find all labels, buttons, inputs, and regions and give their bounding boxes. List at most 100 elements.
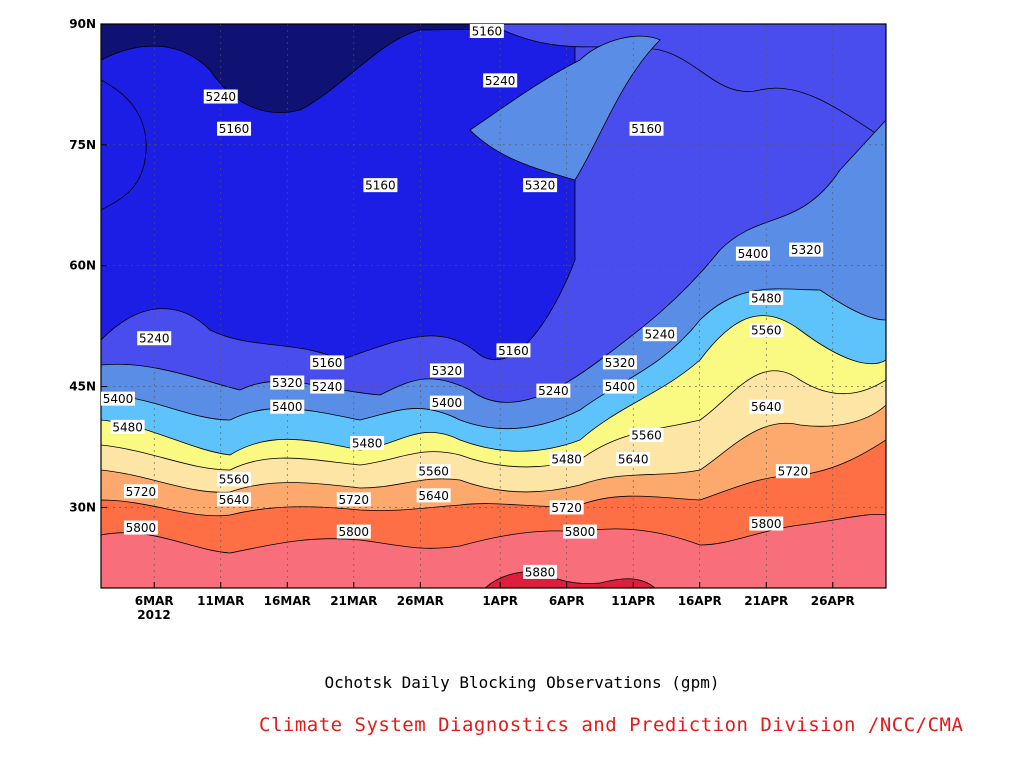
contour-label: 5320 bbox=[602, 355, 637, 370]
y-tick-label: 75N bbox=[69, 138, 96, 152]
x-tick-label: 11MAR bbox=[197, 594, 244, 608]
contour-label-text: 5320 bbox=[605, 356, 636, 370]
contour-label: 5320 bbox=[270, 375, 305, 390]
contour-label-text: 5560 bbox=[418, 465, 449, 479]
x-tick-label: 6APR bbox=[549, 594, 585, 608]
band-5800-5880 bbox=[101, 514, 886, 588]
contour-label: 5720 bbox=[336, 492, 371, 507]
contour-label-text: 5160 bbox=[365, 179, 396, 193]
contour-label-text: 5560 bbox=[631, 428, 662, 442]
x-tick-label: 26APR bbox=[811, 594, 855, 608]
x-tick-label: 6MAR bbox=[135, 594, 174, 608]
contour-label-text: 5160 bbox=[312, 356, 343, 370]
band-5160-5240-west bbox=[101, 79, 147, 211]
contour-label: 5720 bbox=[549, 500, 584, 515]
y-axis: 90N 75N 60N 45N 30N bbox=[69, 17, 107, 514]
contour-label-text: 5240 bbox=[205, 90, 236, 104]
contour-label: 5640 bbox=[217, 492, 252, 507]
contour-label-text: 5480 bbox=[751, 291, 782, 305]
y-tick-label: 45N bbox=[69, 380, 96, 394]
contour-label-text: 5560 bbox=[751, 324, 782, 338]
x-tick-label: 21APR bbox=[744, 594, 788, 608]
x-tick-label: 21MAR bbox=[330, 594, 377, 608]
contour-label: 5160 bbox=[469, 24, 504, 39]
contour-label-text: 5400 bbox=[738, 247, 769, 261]
contour-label: 5160 bbox=[310, 355, 345, 370]
contour-label-text: 5560 bbox=[219, 473, 250, 487]
credit-line: Climate System Diagnostics and Predictio… bbox=[259, 714, 964, 736]
contour-label-text: 5320 bbox=[525, 179, 556, 193]
contour-label: 5240 bbox=[642, 327, 677, 342]
contour-label-text: 5400 bbox=[103, 392, 134, 406]
contour-label: 5400 bbox=[101, 391, 135, 406]
contour-label-text: 5480 bbox=[551, 453, 582, 467]
contour-label-text: 5160 bbox=[219, 122, 250, 136]
contour-label-text: 5800 bbox=[751, 517, 782, 531]
contour-label-text: 5800 bbox=[126, 521, 157, 535]
y-tick-label: 30N bbox=[69, 500, 96, 514]
contour-label-text: 5400 bbox=[272, 400, 303, 414]
contour-label: 5560 bbox=[416, 464, 451, 479]
contour-label: 5240 bbox=[483, 73, 518, 88]
contour-label-text: 5400 bbox=[432, 396, 463, 410]
contour-label-text: 5720 bbox=[778, 465, 809, 479]
contour-label: 5480 bbox=[749, 290, 784, 305]
contour-label: 5560 bbox=[217, 472, 252, 487]
contour-label-text: 5240 bbox=[139, 332, 170, 346]
contour-label-text: 5240 bbox=[485, 74, 516, 88]
contour-label: 5400 bbox=[270, 399, 305, 414]
contour-label-text: 5400 bbox=[605, 380, 636, 394]
contour-label: 5480 bbox=[110, 419, 145, 434]
contour-label: 5480 bbox=[549, 452, 584, 467]
contour-label: 5240 bbox=[203, 89, 238, 104]
contour-label: 5320 bbox=[789, 242, 824, 257]
contour-label: 5400 bbox=[429, 395, 464, 410]
contour-label: 5160 bbox=[496, 343, 531, 358]
contour-label-text: 5720 bbox=[126, 485, 157, 499]
contour-label-text: 5160 bbox=[631, 122, 662, 136]
contour-label: 5880 bbox=[523, 564, 558, 579]
contour-label-text: 5320 bbox=[272, 376, 303, 390]
y-tick-label: 60N bbox=[69, 259, 96, 273]
x-axis: 6MAR 11MAR 16MAR 21MAR 26MAR 1APR 6APR 11APR 16A… bbox=[135, 582, 855, 608]
contour-label-text: 5240 bbox=[645, 328, 676, 342]
chart-caption: Ochotsk Daily Blocking Observations (gpm… bbox=[324, 673, 720, 692]
x-tick-label: 11APR bbox=[611, 594, 655, 608]
contour-label: 5480 bbox=[350, 435, 385, 450]
contour-label: 5240 bbox=[137, 331, 172, 346]
contour-label-text: 5320 bbox=[432, 364, 463, 378]
contour-label: 5160 bbox=[629, 121, 664, 136]
contour-label: 5720 bbox=[123, 484, 158, 499]
x-tick-label: 16MAR bbox=[264, 594, 311, 608]
contour-label-text: 5320 bbox=[791, 243, 822, 257]
contour-label: 5720 bbox=[775, 464, 810, 479]
contour-bands bbox=[101, 24, 886, 588]
grid-lines bbox=[101, 23, 886, 588]
contour-label-text: 5640 bbox=[751, 400, 782, 414]
band-5240-5320-east bbox=[489, 24, 886, 141]
contour-label: 5640 bbox=[616, 452, 651, 467]
contour-label: 5320 bbox=[523, 178, 558, 193]
contour-label: 5560 bbox=[749, 323, 784, 338]
contour-label-text: 5480 bbox=[352, 436, 383, 450]
x-tick-label: 26MAR bbox=[397, 594, 444, 608]
contour-label: 5800 bbox=[336, 524, 371, 539]
x-year-label: 2012 bbox=[137, 608, 170, 622]
contour-label: 5400 bbox=[602, 379, 637, 394]
contour-label-text: 5880 bbox=[525, 565, 556, 579]
contour-label-text: 5640 bbox=[418, 489, 449, 503]
contour-label-text: 5720 bbox=[339, 493, 370, 507]
contour-label-text: 5240 bbox=[312, 380, 343, 394]
contour-label: 5240 bbox=[310, 379, 345, 394]
contour-label: 5160 bbox=[363, 178, 398, 193]
x-tick-label: 16APR bbox=[678, 594, 722, 608]
contour-label: 5640 bbox=[416, 488, 451, 503]
contour-chart: 6MAR 11MAR 16MAR 21MAR 26MAR 1APR 6APR 11APR 16A… bbox=[69, 17, 887, 622]
contour-label: 5800 bbox=[562, 524, 597, 539]
contour-label-text: 5640 bbox=[618, 453, 649, 467]
contour-label-text: 5720 bbox=[551, 501, 582, 515]
contour-labels: 5160 5240 5240 5160 5160 5320 5160 5400 5320 5480… bbox=[101, 24, 824, 579]
y-tick-label: 90N bbox=[69, 17, 96, 31]
contour-label-text: 5240 bbox=[538, 384, 569, 398]
contour-label: 5160 bbox=[217, 121, 252, 136]
